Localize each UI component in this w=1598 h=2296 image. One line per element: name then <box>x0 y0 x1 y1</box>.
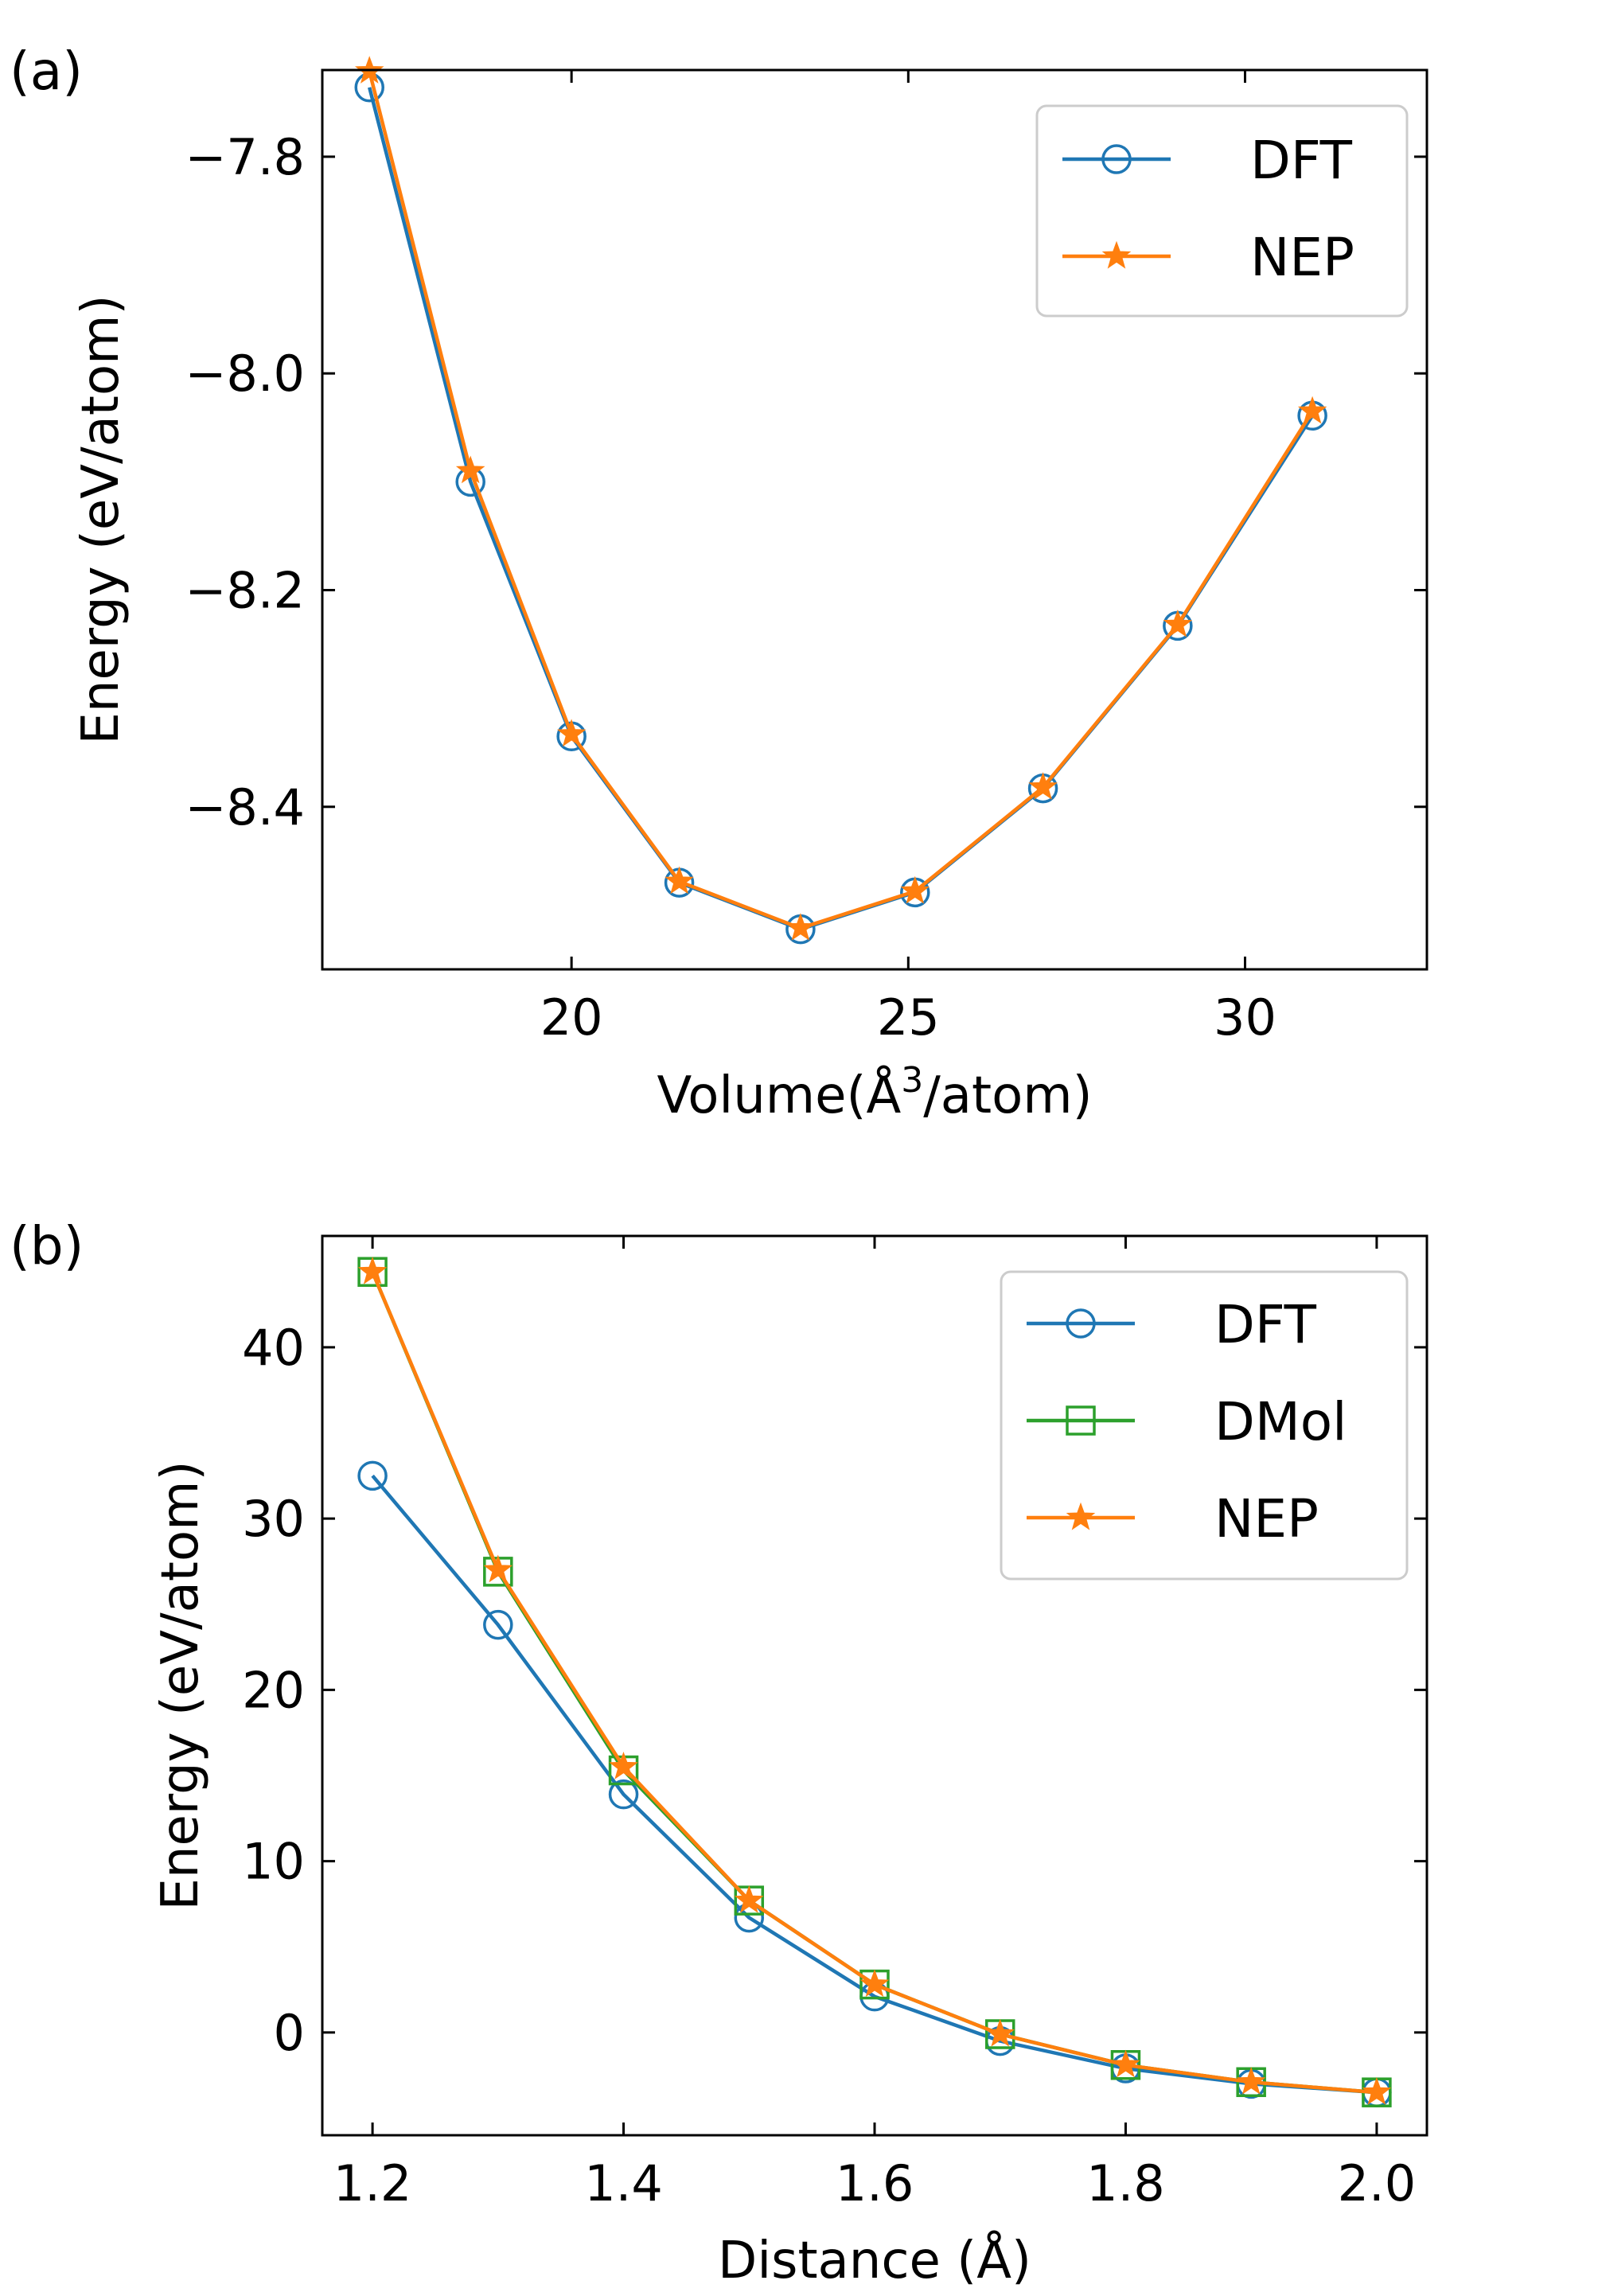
legend-label: NEP <box>1214 1488 1319 1550</box>
x-tick-label: 1.8 <box>1086 2154 1165 2212</box>
x-tick-label: 20 <box>540 988 603 1047</box>
data-point-nep <box>609 1752 638 1779</box>
panel-b-label: (b) <box>10 1215 84 1277</box>
x-tick-label: 1.4 <box>584 2154 663 2212</box>
legend-box <box>1000 1270 1409 1581</box>
y-tick-label: 20 <box>242 1661 305 1719</box>
y-tick-label: 40 <box>242 1319 305 1377</box>
data-point-nep <box>785 913 816 941</box>
legend-marker <box>1066 1405 1096 1436</box>
x-tick-label: 1.6 <box>836 2154 914 2212</box>
legend-label: DFT <box>1214 1294 1317 1355</box>
data-point-nep <box>556 719 587 747</box>
panel-a-xlabel: Volume(Å3/atom) <box>657 1060 1092 1125</box>
y-tick-label: 0 <box>274 2004 305 2062</box>
data-point-nep <box>1111 2049 1140 2078</box>
legend-item-dmol: DMol <box>1027 1391 1347 1452</box>
y-tick-label: −8.0 <box>185 345 305 403</box>
y-tick-label: −7.8 <box>185 128 305 186</box>
x-tick-label: 1.2 <box>333 2154 412 2212</box>
data-point-nep <box>1163 609 1193 637</box>
legend-marker <box>1066 1308 1096 1339</box>
panel-a-legend: DFT NEP <box>1035 104 1409 318</box>
panel-b-xlabel: Distance (Å) <box>718 2230 1031 2290</box>
data-point-nep <box>357 1257 388 1284</box>
x-tick-label: 30 <box>1214 988 1276 1047</box>
data-point-nep <box>1362 2077 1392 2105</box>
data-point-nep <box>483 1554 513 1583</box>
panel-b: (b) 1.2 1.4 1.6 1.8 2.0 0 10 20 30 40 Distance (Å… <box>10 1215 1428 2290</box>
panel-b-legend: DFT DMol NEP <box>1000 1270 1409 1581</box>
data-point-nep <box>665 866 694 895</box>
series-line-dft <box>371 1474 1378 2095</box>
panel-b-ylabel: Energy (eV/atom) <box>151 1461 210 1911</box>
x-tick-label: 25 <box>877 988 940 1047</box>
y-tick-label: 10 <box>242 1833 305 1891</box>
y-tick-label: 30 <box>242 1490 305 1548</box>
data-point-nep <box>455 455 485 484</box>
panel-a: (a) 20 25 30 −7.8 −8.0 −8.2 −8.4 Volume(Å3/ato… <box>10 41 1428 1125</box>
legend-marker <box>1066 1502 1096 1530</box>
series-nep <box>357 1257 1392 2105</box>
legend-label: DMol <box>1214 1391 1347 1452</box>
panel-a-frame <box>321 68 1428 971</box>
legend-item-dft: DFT <box>1062 130 1353 191</box>
legend-label: NEP <box>1250 227 1354 288</box>
legend-item-dft: DFT <box>1027 1294 1317 1355</box>
legend-marker <box>1101 144 1132 174</box>
y-tick-label: −8.4 <box>185 778 305 836</box>
panel-a-ylabel: Energy (eV/atom) <box>72 295 131 745</box>
data-point-nep <box>1028 772 1058 800</box>
panel-b-frame <box>321 1234 1428 2137</box>
x-tick-label: 2.0 <box>1338 2154 1417 2212</box>
data-point-nep <box>735 1885 764 1913</box>
data-point-nep <box>900 875 930 904</box>
panel-a-label: (a) <box>10 41 83 102</box>
data-point-nep <box>1236 2067 1266 2095</box>
data-point-nep <box>1297 396 1327 424</box>
y-tick-label: −8.2 <box>185 561 305 619</box>
panel-b-plot-area: 1.2 1.4 1.6 1.8 2.0 0 10 20 30 40 <box>242 1236 1427 2212</box>
data-point-dft <box>608 1779 639 1810</box>
data-point-dft <box>483 1609 513 1640</box>
legend-marker <box>1101 240 1132 269</box>
data-point-dft <box>357 1460 388 1491</box>
legend-label: DFT <box>1250 130 1353 191</box>
legend-item-nep: NEP <box>1062 227 1354 288</box>
data-point-nep <box>985 2018 1015 2047</box>
data-point-nep <box>859 1969 890 1998</box>
panel-a-plot-area: 20 25 30 −7.8 −8.0 −8.2 −8.4 <box>185 56 1427 1047</box>
legend-item-nep: NEP <box>1027 1488 1319 1550</box>
